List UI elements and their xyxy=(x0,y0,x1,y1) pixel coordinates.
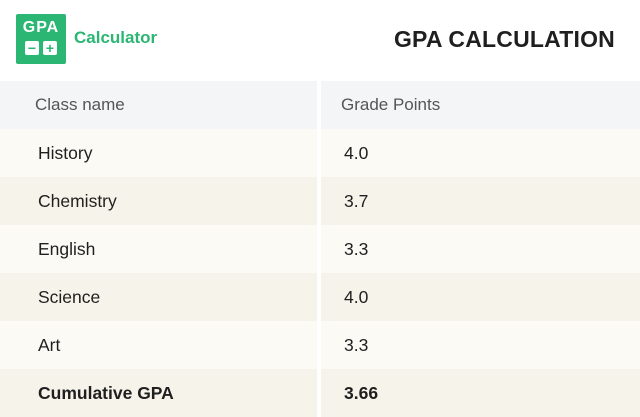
grade-points-cell: 4.0 xyxy=(321,273,640,321)
gpa-table: Class name Grade Points History 4.0 Chem… xyxy=(0,81,640,417)
table-row: History 4.0 xyxy=(0,129,640,177)
grade-points-cell: 4.0 xyxy=(321,129,640,177)
logo-icons: − + xyxy=(25,41,57,55)
class-name-cell: Science xyxy=(0,273,317,321)
cumulative-gpa-label: Cumulative GPA xyxy=(0,369,317,417)
grade-points-cell: 3.3 xyxy=(321,321,640,369)
grade-points-cell: 3.3 xyxy=(321,225,640,273)
brand-name: Calculator xyxy=(74,28,158,47)
table-row: Science 4.0 xyxy=(0,273,640,321)
class-name-cell: Art xyxy=(0,321,317,369)
plus-icon: + xyxy=(43,41,57,55)
logo-text: GPA xyxy=(22,19,60,36)
table-header-row: Class name Grade Points xyxy=(0,81,640,129)
header: GPA − + Calculator GPA CALCULATION xyxy=(0,0,640,78)
table-row: Art 3.3 xyxy=(0,321,640,369)
table-row: English 3.3 xyxy=(0,225,640,273)
grade-points-cell: 3.7 xyxy=(321,177,640,225)
gpa-logo: GPA − + xyxy=(16,14,66,64)
page-title: GPA CALCULATION xyxy=(393,26,615,52)
column-header-class-name: Class name xyxy=(0,81,317,129)
column-header-grade-points: Grade Points xyxy=(321,81,640,129)
minus-icon: − xyxy=(25,41,39,55)
class-name-cell: History xyxy=(0,129,317,177)
cumulative-gpa-value: 3.66 xyxy=(321,369,640,417)
table-row: Chemistry 3.7 xyxy=(0,177,640,225)
cumulative-gpa-row: Cumulative GPA 3.66 xyxy=(0,369,640,417)
class-name-cell: Chemistry xyxy=(0,177,317,225)
class-name-cell: English xyxy=(0,225,317,273)
